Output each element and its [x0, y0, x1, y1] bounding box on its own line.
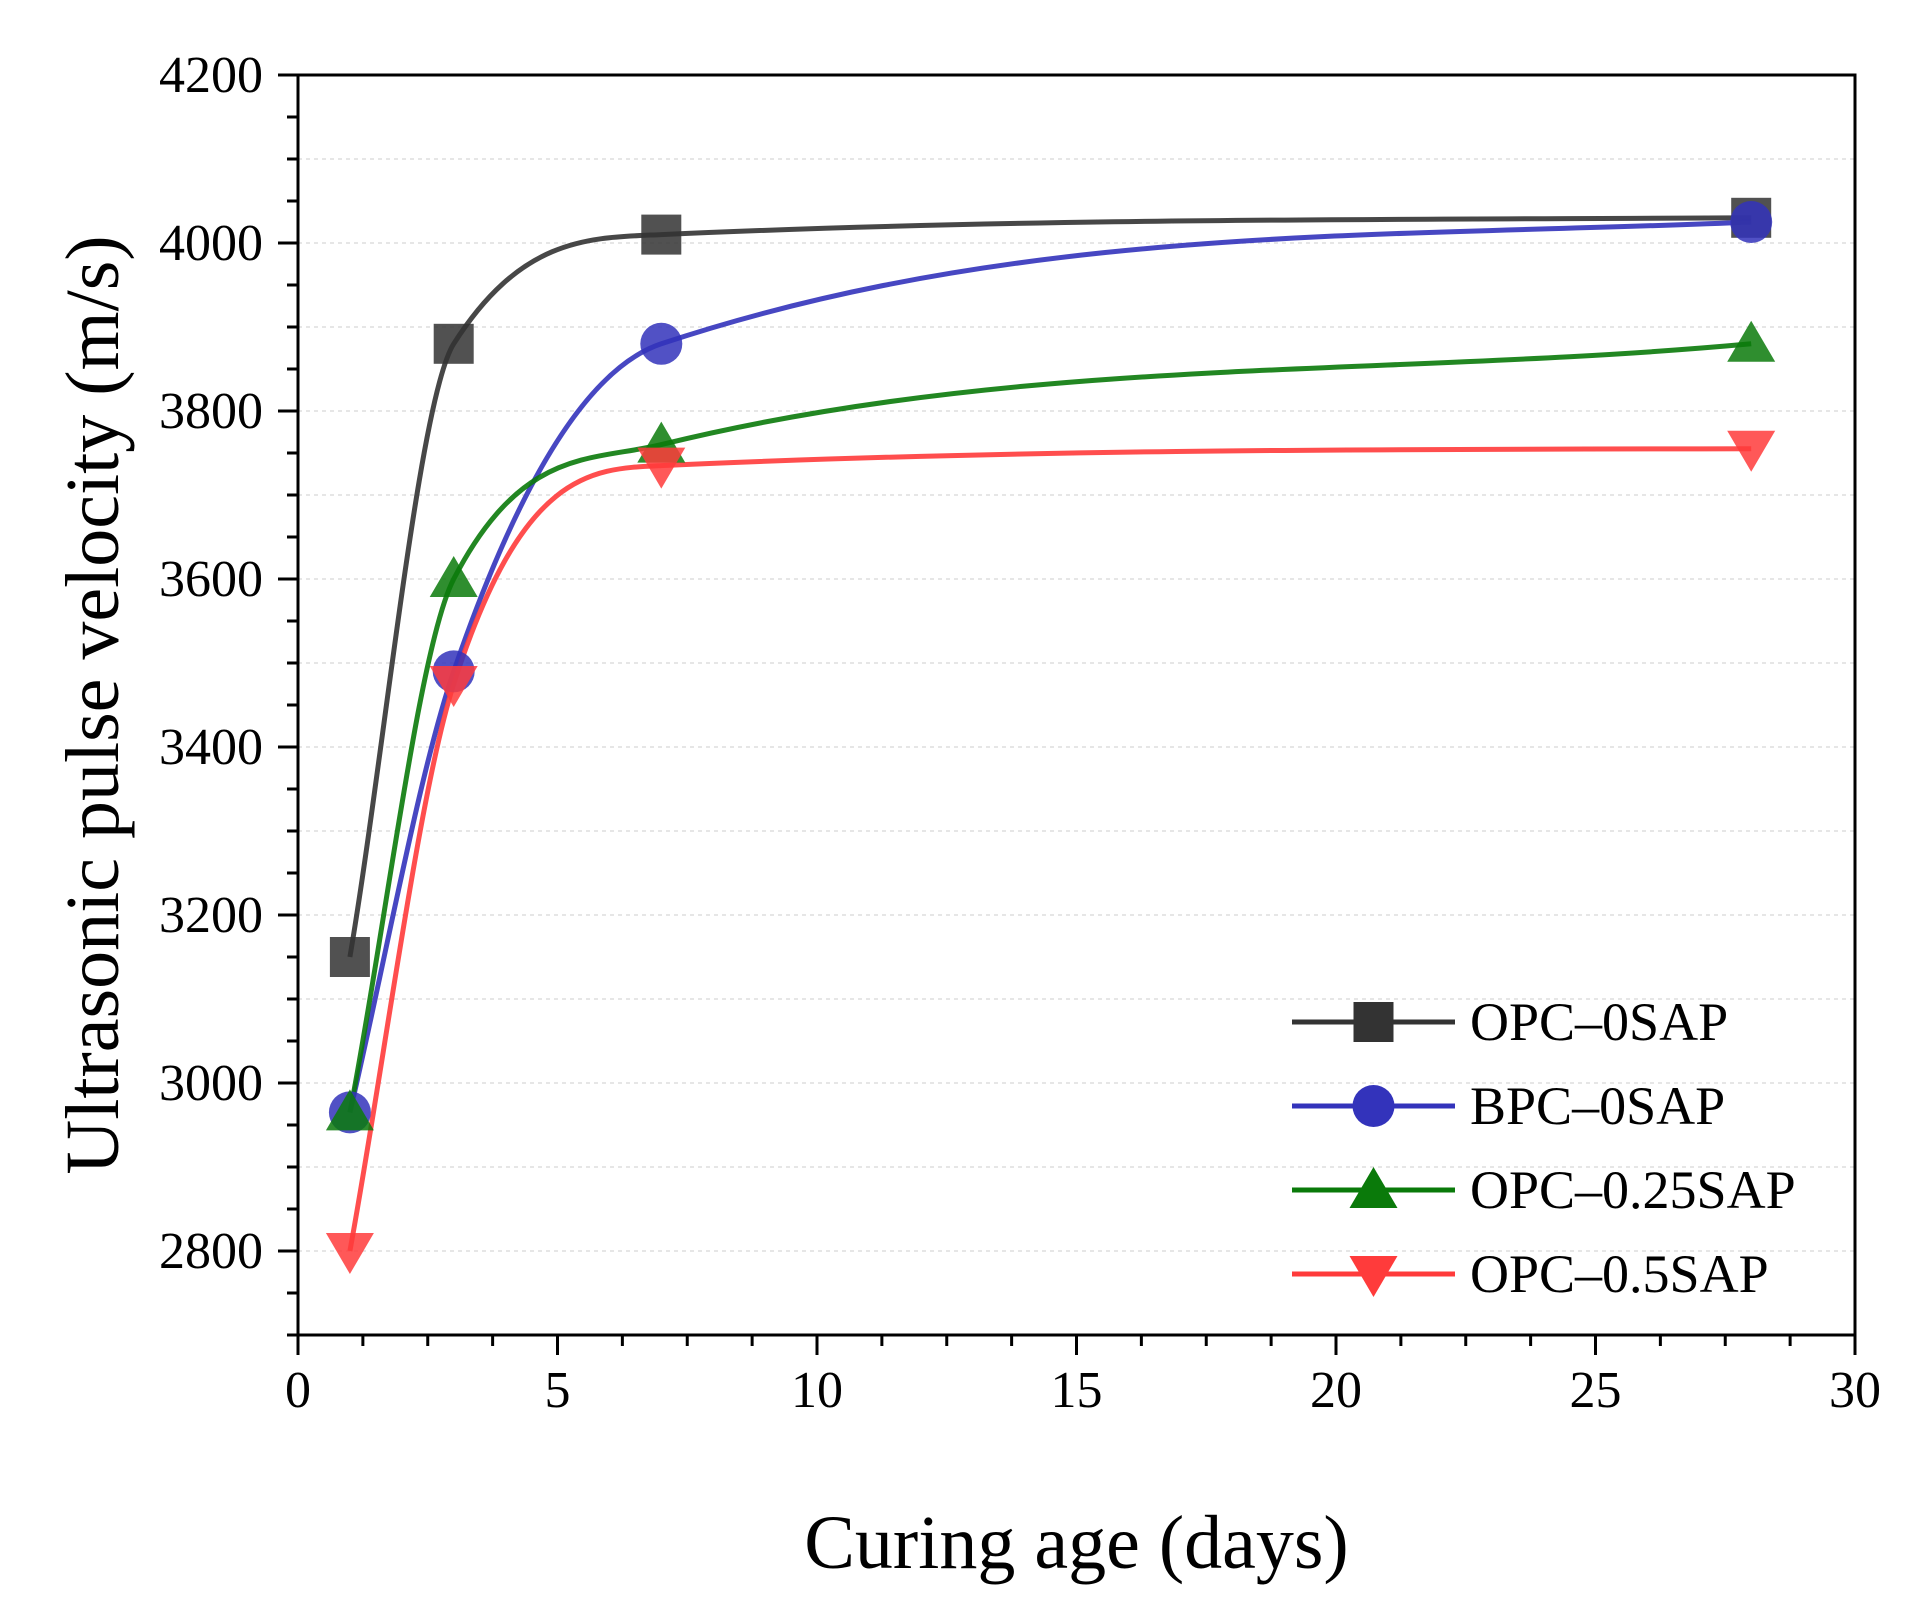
x-tick-label: 5	[545, 1362, 571, 1419]
x-tick-label: 0	[285, 1362, 311, 1419]
y-tick-label: 3800	[159, 383, 263, 440]
y-tick-label: 4200	[159, 47, 263, 104]
grid-lines	[298, 158, 1855, 1252]
series-curves	[347, 215, 1752, 1252]
data-point	[1727, 430, 1776, 472]
x-tick-label: 15	[1051, 1362, 1103, 1419]
y-tick-label: 3200	[159, 887, 263, 944]
legend-marker	[1352, 1085, 1395, 1127]
data-point	[1730, 201, 1773, 243]
legend-label: OPC–0.5SAP	[1470, 1244, 1769, 1304]
data-point	[637, 447, 686, 489]
legend-marker	[1349, 1167, 1398, 1208]
tick-labels: 0 5 10 15 20 25 30 2800 3000 3200 3400 3600 3800 4000…	[159, 47, 1881, 1419]
legend-label: OPC–0.25SAP	[1470, 1160, 1796, 1220]
y-tick-label: 3400	[159, 719, 263, 776]
legend-marker	[1353, 1002, 1394, 1042]
axis-ticks	[278, 73, 1857, 1355]
legend-label: BPC–0SAP	[1470, 1076, 1725, 1136]
y-tick-label: 4000	[159, 215, 263, 272]
data-point	[641, 214, 682, 255]
legend-marker	[1349, 1256, 1398, 1297]
x-tick-label: 20	[1310, 1362, 1362, 1419]
y-tick-label: 3600	[159, 551, 263, 608]
series-markers	[325, 197, 1776, 1274]
data-point	[1727, 320, 1776, 362]
x-tick-label: 10	[791, 1362, 843, 1419]
x-tick-label: 30	[1829, 1362, 1881, 1419]
series-line-3	[347, 446, 1752, 1252]
data-point	[429, 666, 478, 707]
data-point	[325, 1089, 374, 1131]
x-tick-label: 25	[1570, 1362, 1622, 1419]
series-line-2	[347, 341, 1752, 1113]
series-line-1	[347, 219, 1752, 1113]
series-line-0	[347, 215, 1752, 958]
data-point	[325, 1233, 374, 1274]
data-point	[429, 556, 478, 597]
x-axis-title: Curing age (days)	[804, 1501, 1349, 1585]
y-tick-label: 2800	[159, 1223, 263, 1280]
data-point	[433, 323, 474, 364]
y-tick-label: 3000	[159, 1055, 263, 1112]
y-axis-title: Ultrasonic pulse velocity (m/s)	[51, 235, 135, 1174]
legend: OPC–0SAP BPC–0SAP OPC–0.25SAP OPC–0.5SAP	[1292, 992, 1796, 1304]
legend-label: OPC–0SAP	[1470, 992, 1728, 1052]
data-point	[640, 322, 683, 365]
data-point	[329, 937, 370, 977]
